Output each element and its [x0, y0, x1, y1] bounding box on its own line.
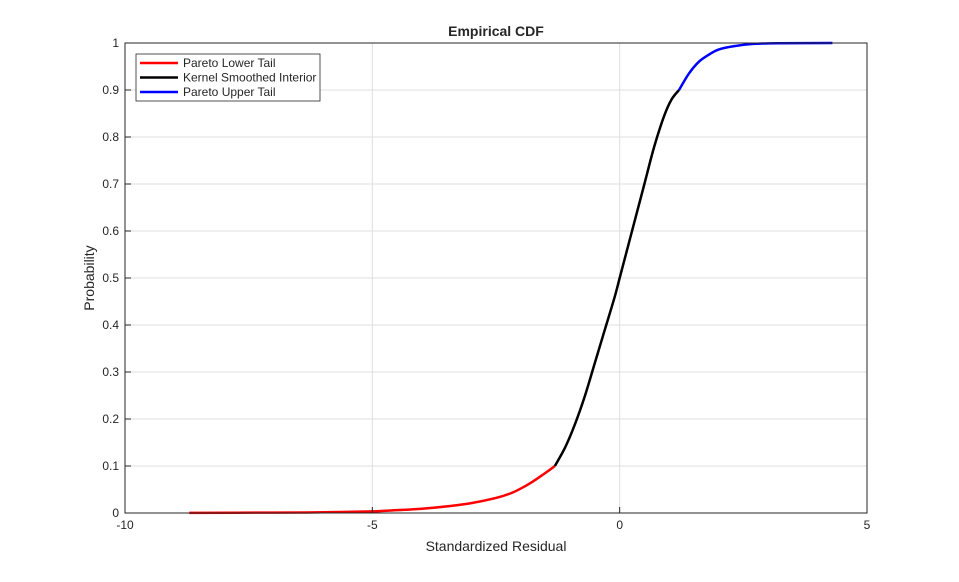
y-tick-label: 0.3: [102, 365, 119, 379]
series-line-pareto-lower-tail: [189, 464, 556, 515]
grid: [124, 42, 868, 514]
y-tick-label: 0.2: [102, 412, 119, 426]
y-tick-label: 0.7: [102, 177, 119, 191]
legend-label: Kernel Smoothed Interior: [183, 71, 316, 85]
x-tick-label: 0: [616, 518, 623, 532]
legend-item-kernel-smoothed-interior[interactable]: Kernel Smoothed Interior: [140, 71, 316, 85]
legend-item-pareto-upper-tail[interactable]: Pareto Upper Tail: [140, 85, 276, 99]
legend-item-pareto-lower-tail[interactable]: Pareto Lower Tail: [140, 56, 276, 70]
series-line-pareto-upper-tail: [677, 41, 833, 91]
y-tick-label: 0.4: [102, 318, 119, 332]
y-tick-label: 0.6: [102, 224, 119, 238]
y-tick-label: 0.8: [102, 130, 119, 144]
x-tick-label: -5: [367, 518, 378, 532]
x-tick-label: -10: [116, 518, 134, 532]
y-axis-label: Probability: [81, 245, 97, 310]
y-tick-label: 0.5: [102, 271, 119, 285]
x-tick-label: 5: [864, 518, 871, 532]
y-tick-label: 0: [112, 506, 119, 520]
chart-title: Empirical CDF: [448, 23, 544, 39]
legend-label: Pareto Lower Tail: [183, 56, 276, 70]
x-axis-label: Standardized Residual: [426, 538, 567, 554]
series-line-kernel-smoothed-interior: [553, 89, 681, 467]
y-tick-label: 0.1: [102, 459, 119, 473]
y-tick-label: 0.9: [102, 83, 119, 97]
y-tick-label: 1: [112, 36, 119, 50]
legend-label: Pareto Upper Tail: [183, 85, 276, 99]
ticks: -10 -5 0 5 0 0.1 0.2 0.3 0.4 0.5 0.6 0.7 0.8 0.9 1: [102, 36, 870, 532]
